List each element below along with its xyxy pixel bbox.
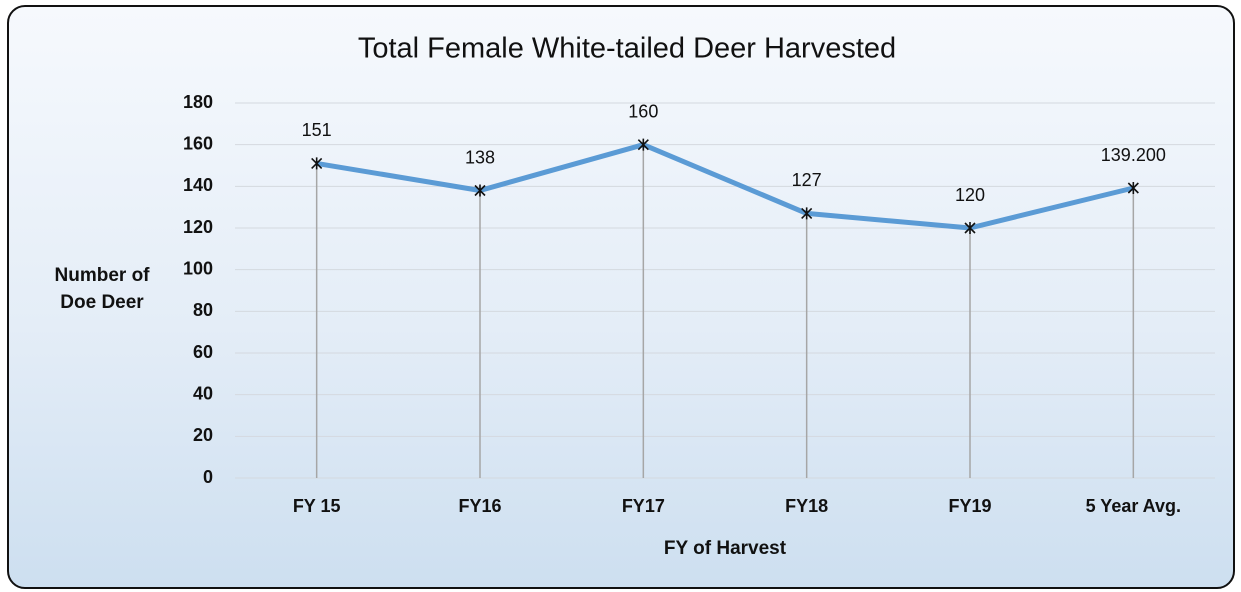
- data-label: 160: [628, 101, 658, 121]
- chart-title: Total Female White-tailed Deer Harvested: [358, 33, 896, 65]
- data-label: 120: [955, 185, 985, 205]
- data-label: 139.200: [1101, 145, 1166, 165]
- y-tick-label: 160: [183, 133, 213, 153]
- data-label: 138: [465, 147, 495, 167]
- y-tick-label: 20: [193, 425, 213, 445]
- x-tick-label: FY19: [948, 496, 991, 516]
- x-tick-label: 5 Year Avg.: [1086, 496, 1181, 516]
- data-label: 127: [792, 170, 822, 190]
- y-tick-label: 140: [183, 175, 213, 195]
- y-tick-label: 0: [203, 467, 213, 487]
- y-axis-label: Number of Doe Deer: [54, 265, 150, 313]
- y-tick-label: 180: [183, 92, 213, 112]
- marker: [964, 222, 976, 234]
- data-label: 151: [302, 120, 332, 140]
- x-tick-label: FY16: [458, 496, 501, 516]
- y-tick-label: 100: [183, 258, 213, 278]
- marker: [801, 207, 813, 220]
- x-tick-label: FY17: [622, 496, 665, 516]
- marker: [311, 157, 323, 170]
- marker: [637, 138, 649, 151]
- y-tick-label: 80: [193, 300, 213, 320]
- x-tick-label: FY 15: [293, 496, 341, 516]
- y-tick-label: 60: [193, 342, 213, 362]
- marker: [474, 184, 486, 197]
- y-tick-label: 120: [183, 217, 213, 237]
- x-axis-label: FY of Harvest: [664, 538, 787, 559]
- chart-frame: [7, 5, 1235, 589]
- y-tick-label: 40: [193, 383, 213, 403]
- x-tick-label: FY18: [785, 496, 828, 516]
- data-line: [316, 142, 1134, 231]
- marker: [1127, 182, 1139, 194]
